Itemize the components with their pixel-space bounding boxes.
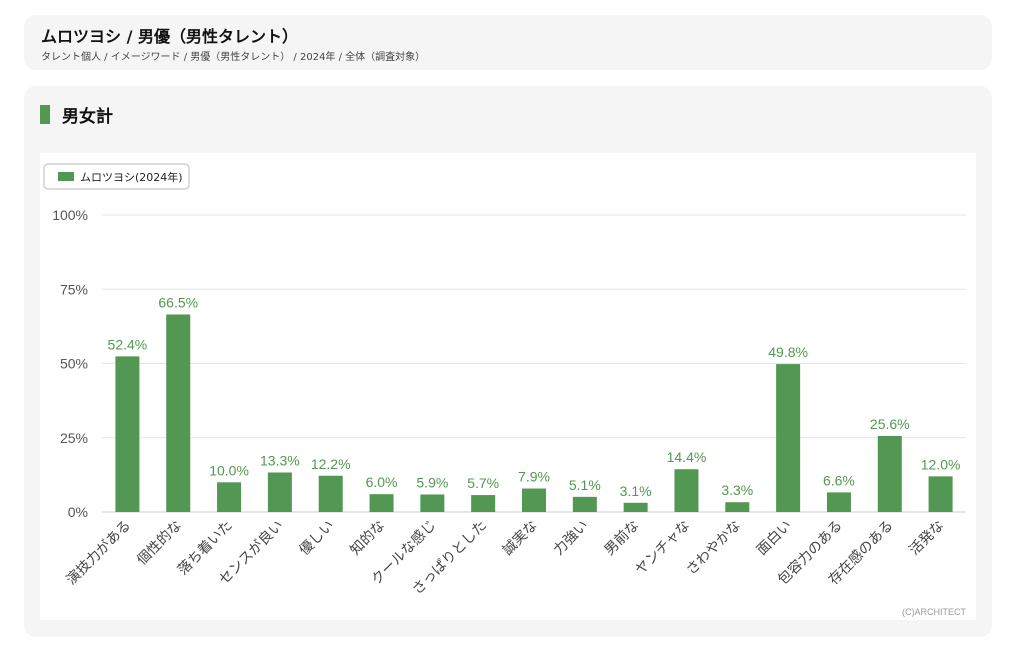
data-label: 6.6% [823,472,855,488]
x-tick-label: 活発な [906,518,947,559]
header-card: ムロツヨシ / 男優（男性タレント） タレント個人 / イメージワード / 男優… [24,15,992,70]
data-label: 66.5% [158,294,198,310]
section-marker [40,105,50,124]
x-tick-label: 優しい [297,518,338,559]
bar [471,495,496,512]
bar [115,356,140,512]
y-tick-label: 75% [60,281,88,297]
data-label: 52.4% [108,336,148,352]
y-tick-label: 25% [60,430,88,446]
bar [166,314,191,512]
bar [623,502,648,512]
data-label: 12.2% [311,456,351,472]
x-tick-label: 誠実な [500,518,541,559]
bar [267,472,292,512]
data-label: 14.4% [667,449,707,465]
data-label: 12.0% [921,456,961,472]
data-label: 5.7% [467,475,499,491]
bar [725,502,750,512]
data-label: 25.6% [870,416,910,432]
bar [776,364,801,512]
x-tick-label: 面白い [754,518,795,559]
legend-swatch [58,172,74,181]
chart-area: 0% 25% 50% 75% 100% ムロツヨシ(2024年) 52.4% 演技力がある 66… [40,153,976,620]
bar [928,476,953,512]
data-label: 3.1% [620,483,652,499]
data-label: 7.9% [518,469,550,485]
data-label: 6.0% [366,474,398,490]
page-title: ムロツヨシ / 男優（男性タレント） [41,27,298,46]
x-tick-label: さわやかな [683,518,744,579]
credit-text: (C)ARCHITECT [902,607,966,617]
x-tick-label: 男前な [601,517,643,559]
bar [217,482,242,512]
y-tick-label: 100% [52,207,88,223]
legend-label: ムロツヨシ(2024年) [80,170,183,184]
bar [420,494,445,512]
bar [826,492,851,512]
data-label: 10.0% [209,462,249,478]
y-tick-label: 50% [60,356,88,372]
data-label: 5.1% [569,477,601,493]
data-label: 49.8% [768,344,808,360]
legend-box [43,163,190,190]
data-label: 13.3% [260,452,300,468]
bar [877,435,902,512]
chart-card: 男女計 0% 25% 50% 75% 100% ムロツヨシ(2024年) 52.4% 演技力が… [24,86,992,637]
x-tick-label: 知的な [347,517,389,559]
x-tick-label: 個性的な [134,518,185,569]
y-tick-label: 0% [68,504,88,520]
section-title: 男女計 [62,107,113,127]
bar-chart: 0% 25% 50% 75% 100% ムロツヨシ(2024年) 52.4% 演技力がある 66… [43,163,966,617]
data-label: 3.3% [721,482,753,498]
bar [674,469,699,512]
breadcrumb: タレント個人 / イメージワード / 男優（男性タレント） / 2024年 / … [41,52,426,63]
data-label: 5.9% [416,474,448,490]
x-tick-label: 演技力がある [64,518,135,589]
x-tick-label: 力強い [551,518,592,559]
bar [369,494,394,512]
bar [318,475,343,512]
bar [572,496,597,512]
bar [522,488,546,512]
